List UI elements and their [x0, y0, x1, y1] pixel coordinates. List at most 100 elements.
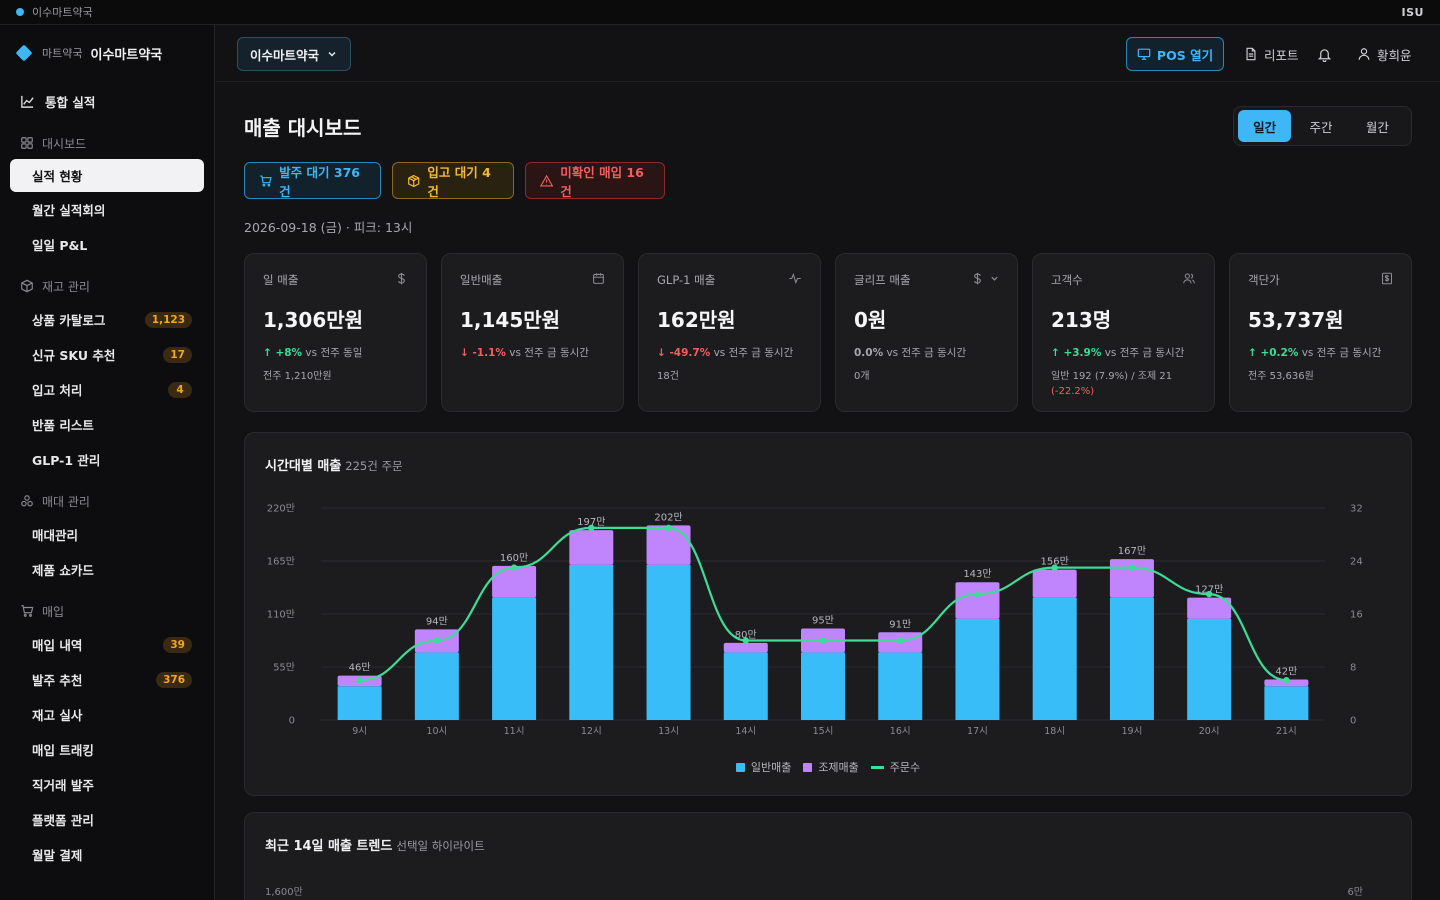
- kpi-label: 일 매출: [263, 273, 299, 287]
- sidebar-item-monthly-meeting[interactable]: 월간 실적회의: [0, 192, 214, 227]
- y-tick-label: 0: [289, 716, 295, 727]
- kpi-card-glp1-sales[interactable]: GLP-1 매출 162만원 ↓ -49.7% vs 전주 금 동시간 18건: [638, 253, 821, 412]
- y2-tick-label: 24: [1350, 557, 1363, 568]
- sidebar-item-stocktake[interactable]: 재고 실사: [0, 697, 214, 732]
- sidebar-item-label: 상품 카탈로그: [32, 313, 106, 328]
- sidebar-item-label: 제품 쇼카드: [32, 563, 94, 578]
- orders-point: [665, 524, 672, 532]
- orders-point: [1051, 564, 1058, 571]
- legend-label: 조제매출: [818, 761, 859, 774]
- sidebar-item-catalog[interactable]: 상품 카탈로그 1,123: [0, 302, 214, 337]
- page-title: 매출 대시보드: [244, 116, 362, 140]
- order-pending-button[interactable]: 발주 대기 376건: [244, 162, 381, 199]
- store-select-value: 이수마트약국: [250, 47, 320, 63]
- bar-total-label: 197만: [577, 516, 605, 528]
- x-tick-label: 15시: [813, 726, 834, 737]
- header: 이수마트약국 POS 열기 리포트 황희윤: [216, 25, 1440, 82]
- sidebar-item-purchase-tracking[interactable]: 매입 트래킹: [0, 732, 214, 767]
- sidebar-item-inbound[interactable]: 입고 처리 4: [0, 372, 214, 407]
- legend-item-orders[interactable]: 주문수: [870, 759, 920, 775]
- sidebar-item-glp1[interactable]: GLP-1 관리: [0, 442, 214, 477]
- sidebar-item-performance[interactable]: 실적 현황: [10, 159, 204, 192]
- hourly-sales-title: 시간대별 매출 225건 주문: [265, 455, 403, 474]
- kpi-change: 0.0%: [854, 347, 884, 359]
- sidebar-section-purchase: 매입: [0, 595, 214, 627]
- x-tick-label: 20시: [1199, 726, 1220, 737]
- alert-label: 입고 대기 4건: [427, 164, 491, 199]
- sidebar-section-inventory: 재고 관리: [0, 270, 214, 302]
- sidebar: 마트약국 이수마트약국 통합 실적 대시보드 실적 현황 월간 실적회의 일일 …: [0, 25, 215, 900]
- bar-total-label: 143만: [963, 568, 991, 580]
- sidebar-item-direct-order[interactable]: 직거래 발주: [0, 767, 214, 802]
- user-name: 황희윤: [1377, 47, 1412, 63]
- orders-point: [1283, 677, 1290, 684]
- legend-swatch: [803, 762, 813, 772]
- kpi-compare: vs 전주 금 동시간: [509, 347, 589, 359]
- bar-general: [723, 652, 768, 720]
- sidebar-item-shelf-manage[interactable]: 매대관리: [0, 517, 214, 552]
- bar-general: [646, 564, 691, 720]
- kpi-value: 1,145만원: [460, 308, 561, 332]
- sidebar-item-new-sku[interactable]: 신규 SKU 추천 17: [0, 337, 214, 372]
- pos-open-button[interactable]: POS 열기: [1126, 37, 1224, 71]
- sidebar-item-overall[interactable]: 통합 실적: [0, 83, 214, 119]
- box-icon: [21, 279, 33, 293]
- report-link[interactable]: 리포트: [1244, 37, 1299, 71]
- sidebar-item-platform[interactable]: 플랫폼 관리: [0, 802, 214, 837]
- period-weekly[interactable]: 주간: [1309, 119, 1333, 135]
- kpi-change: ↓ -1.1%: [460, 347, 506, 359]
- kpi-change: ↑ +8%: [263, 347, 303, 359]
- user-menu[interactable]: 황희윤: [1357, 37, 1412, 71]
- sidebar-item-purchase-history[interactable]: 매입 내역 39: [0, 627, 214, 662]
- kpi-compare: vs 전주 금 동시간: [713, 347, 794, 359]
- sidebar-item-label: 신규 SKU 추천: [32, 348, 116, 363]
- legend-label: 일반매출: [750, 761, 792, 774]
- kpi-value: 213명: [1051, 308, 1112, 332]
- sidebar-item-label: 입고 처리: [32, 383, 83, 398]
- bar-general: [492, 597, 537, 720]
- kpi-change: ↑ +3.9%: [1051, 347, 1102, 359]
- panel-title-text: 시간대별 매출: [265, 459, 342, 474]
- kpi-card-general-sales[interactable]: 일반매출 1,145만원 ↓ -1.1% vs 전주 금 동시간: [441, 253, 624, 412]
- alert-label: 미확인 매입 16건: [560, 164, 644, 199]
- period-toggle: 일간 주간 월간: [1233, 106, 1412, 146]
- package-icon: [408, 174, 420, 187]
- bar-general: [569, 564, 614, 720]
- brand[interactable]: 마트약국 이수마트약국: [0, 25, 214, 81]
- kpi-card-customers[interactable]: 고객수 213명 ↑ +3.9% vs 전주 금 동시간 일반 192 (7.9…: [1032, 253, 1215, 412]
- legend-item-prescription[interactable]: 조제매출: [803, 759, 859, 775]
- sidebar-item-label: 반품 리스트: [32, 418, 94, 433]
- kpi-card-glyph-sales[interactable]: 글리프 매출 0원 0.0% vs 전주 금 동시간 0개: [835, 253, 1018, 412]
- period-daily[interactable]: 일간: [1238, 110, 1292, 142]
- bar-total-label: 80만: [735, 629, 757, 641]
- sidebar-section-shelf: 매대 관리: [0, 485, 214, 517]
- sidebar-item-daily-pl[interactable]: 일일 P&L: [0, 227, 214, 262]
- bar-total-label: 156만: [1041, 556, 1069, 568]
- sidebar-item-showcard[interactable]: 제품 쇼카드: [0, 552, 214, 587]
- bar-prescription: [569, 530, 614, 565]
- kpi-card-daily-sales[interactable]: 일 매출 1,306만원 ↑ +8% vs 전주 동일 전주 1,210만원: [244, 253, 427, 412]
- count-badge: 17: [163, 346, 192, 363]
- sidebar-item-month-end[interactable]: 월말 결제: [0, 837, 214, 872]
- chevron-down-icon[interactable]: [990, 274, 999, 283]
- kpi-sub: 18건: [657, 371, 679, 382]
- chevron-down-icon: [328, 51, 336, 57]
- notification-button[interactable]: [1317, 37, 1338, 71]
- sidebar-item-order-recommend[interactable]: 발주 추천 376: [0, 662, 214, 697]
- user-icon: [1358, 48, 1370, 60]
- kpi-card-avg-ticket[interactable]: 객단가 53,737원 ↑ +0.2% vs 전주 금 동시간 전주 53,63…: [1229, 253, 1412, 412]
- legend-line-swatch: [870, 765, 884, 769]
- store-select[interactable]: 이수마트약국: [237, 37, 351, 71]
- unconfirmed-purchase-button[interactable]: 미확인 매입 16건: [525, 162, 665, 199]
- user-code: ISU: [1401, 5, 1424, 19]
- sidebar-item-label: 실적 현황: [32, 169, 83, 184]
- inbound-pending-button[interactable]: 입고 대기 4건: [392, 162, 514, 199]
- legend-item-general[interactable]: 일반매출: [735, 759, 792, 775]
- period-monthly[interactable]: 월간: [1365, 119, 1389, 135]
- kpi-value: 53,737원: [1248, 308, 1344, 332]
- kpi-compare: vs 전주 금 동시간: [886, 347, 967, 359]
- sidebar-item-returns[interactable]: 반품 리스트: [0, 407, 214, 442]
- bar-prescription: [492, 565, 537, 598]
- document-icon: [1246, 47, 1256, 61]
- y-tick-label: 110만: [267, 609, 295, 621]
